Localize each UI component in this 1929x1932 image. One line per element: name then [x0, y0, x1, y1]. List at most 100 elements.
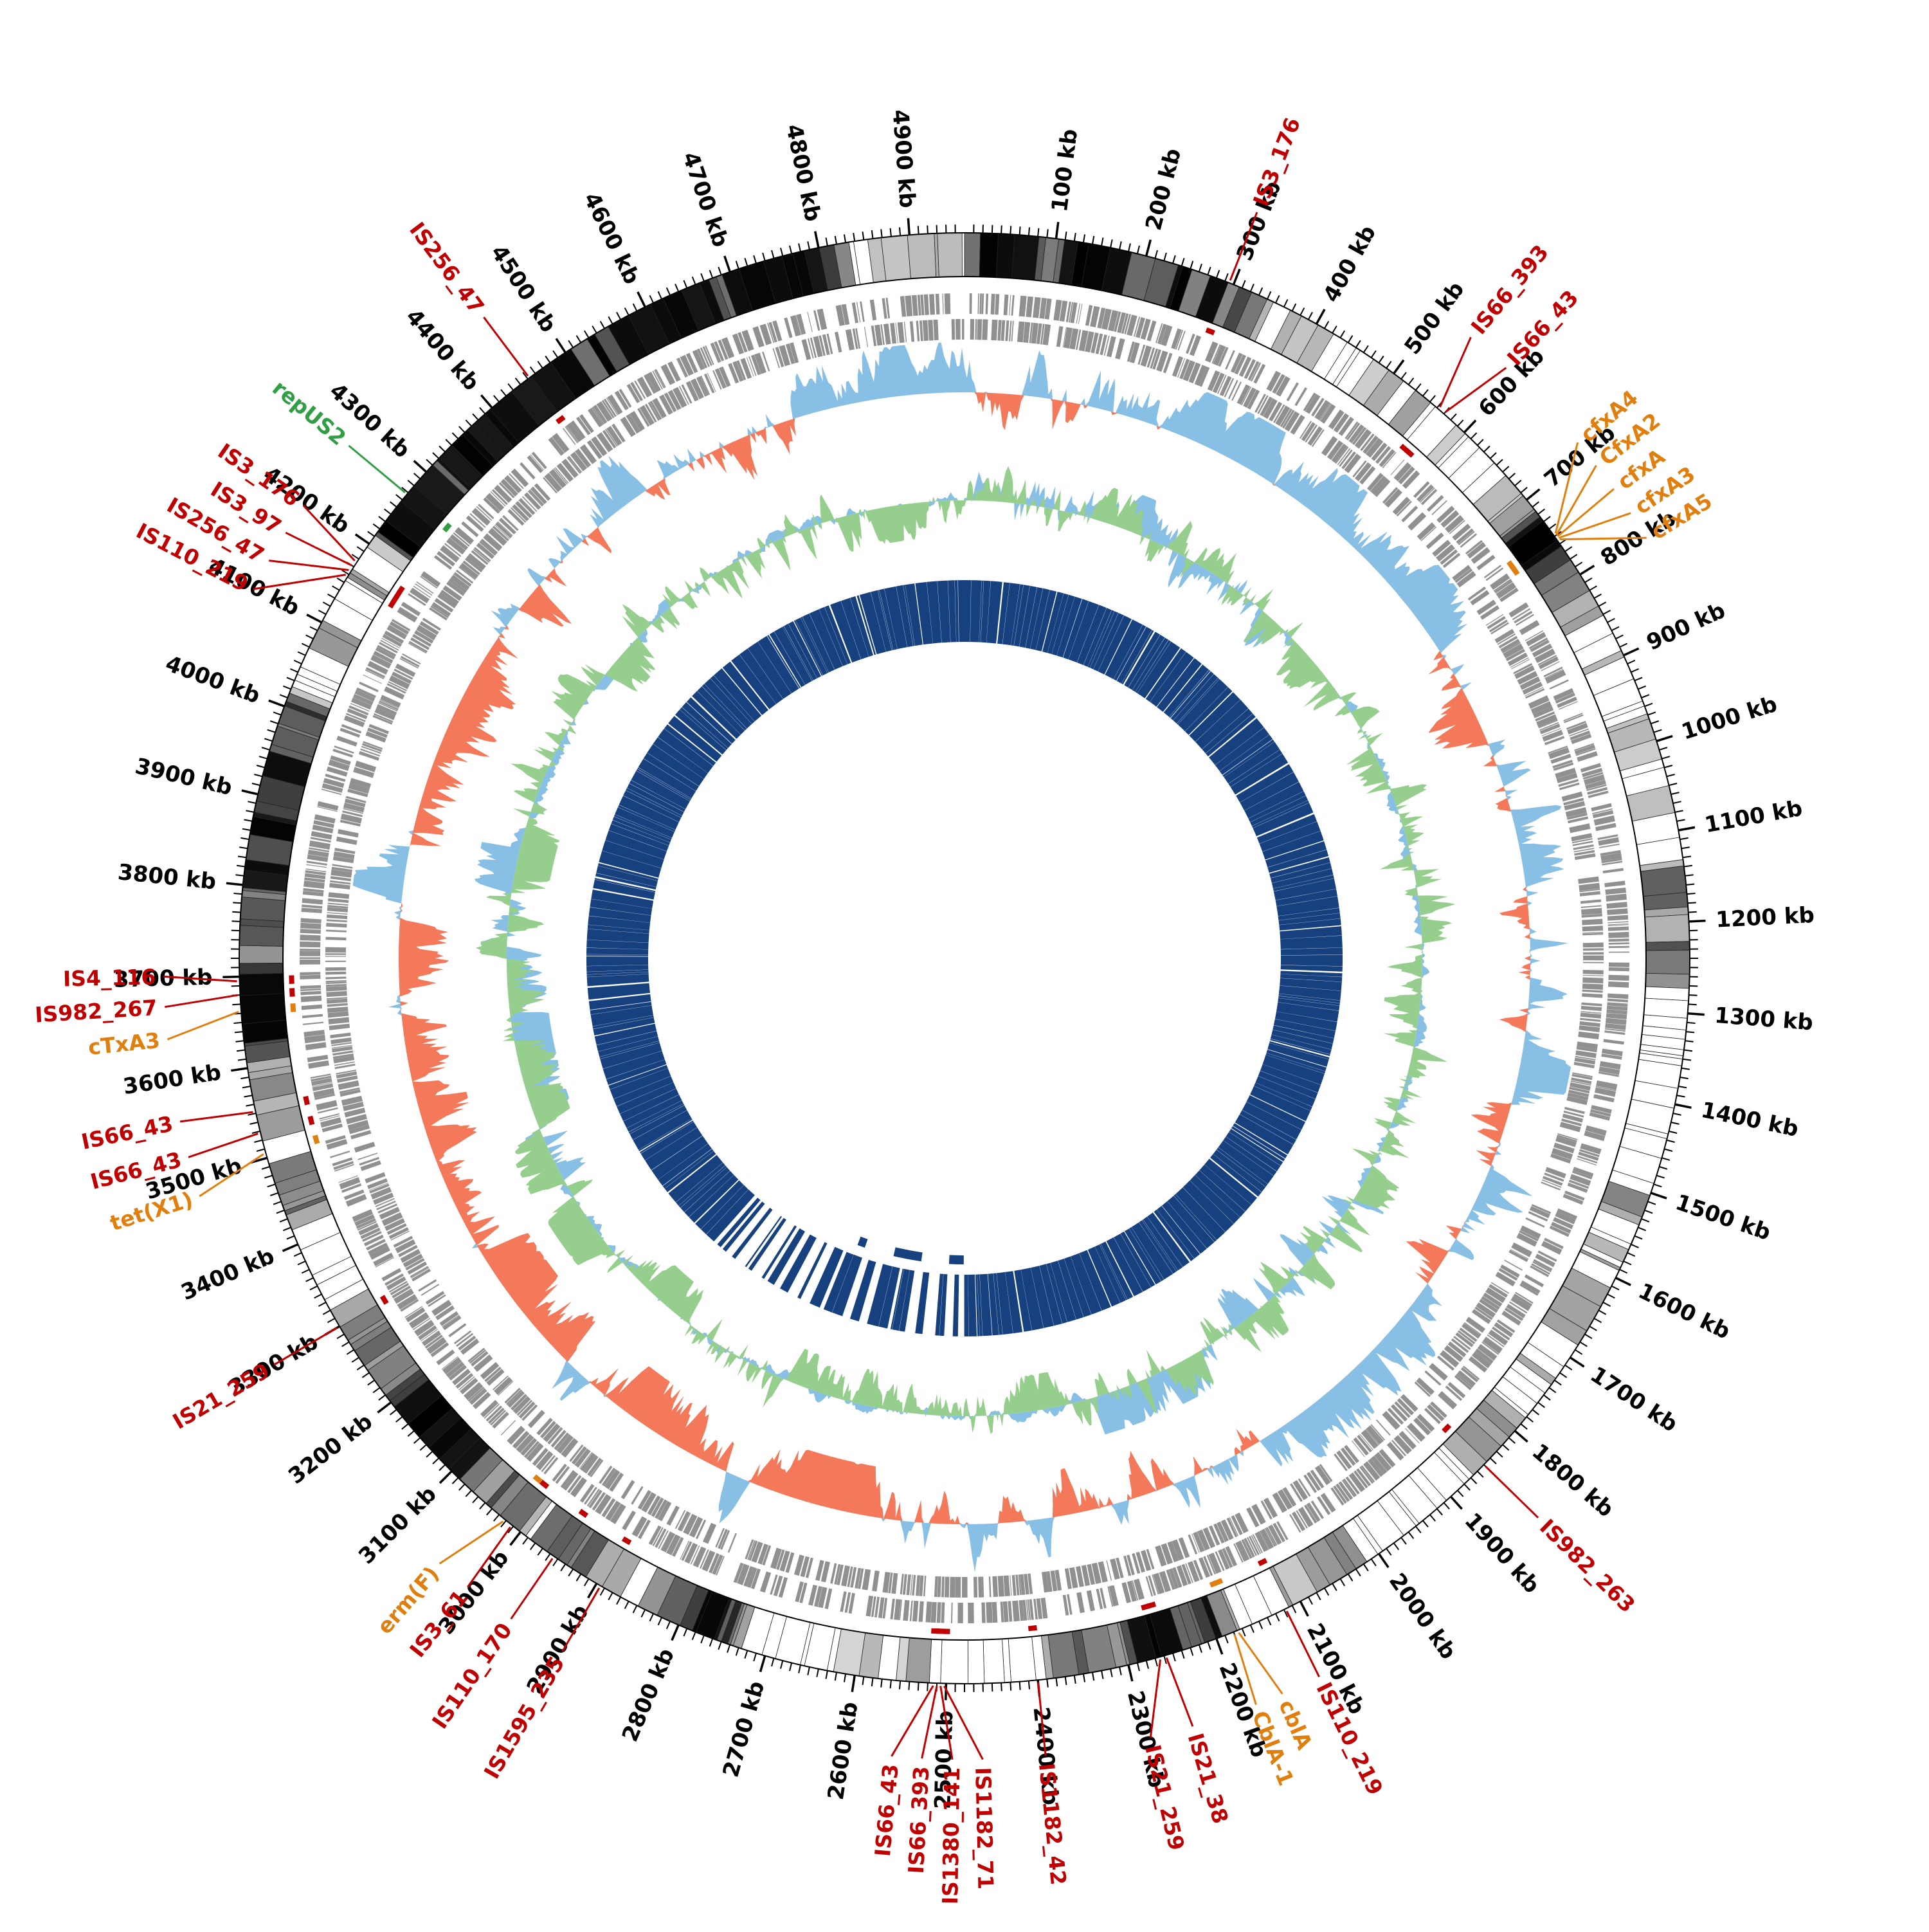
minor-tick	[1300, 308, 1304, 316]
minor-tick	[1394, 1543, 1399, 1550]
minor-tick	[835, 1672, 837, 1681]
cds-feature	[336, 736, 357, 747]
cds-feature	[950, 1577, 955, 1598]
minor-tick	[1490, 453, 1496, 459]
minor-tick	[1532, 502, 1539, 507]
minor-tick	[1580, 1342, 1587, 1347]
minor-tick	[273, 1201, 281, 1204]
annotation-line	[511, 1558, 553, 1619]
cds-feature	[302, 904, 322, 908]
minor-tick	[246, 810, 254, 812]
minor-tick	[1348, 1574, 1353, 1581]
coverage-fragment	[949, 1255, 964, 1264]
minor-tick	[246, 1104, 254, 1106]
major-tick	[1689, 921, 1706, 922]
minor-tick	[1565, 1365, 1572, 1370]
minor-tick	[516, 378, 521, 385]
tick-label: 1200 kb	[1715, 902, 1815, 933]
minor-tick	[1631, 1244, 1639, 1248]
minor-tick	[310, 627, 318, 631]
cds-feature	[1608, 932, 1629, 938]
minor-tick	[459, 426, 465, 432]
cds-feature	[326, 991, 347, 997]
minor-tick	[693, 1632, 696, 1640]
coverage-block	[968, 1275, 977, 1336]
minor-tick	[1654, 1184, 1662, 1187]
cds-feature	[981, 1603, 985, 1623]
minor-tick	[1430, 1515, 1435, 1521]
cds-feature	[870, 300, 877, 321]
cds-feature	[421, 1284, 439, 1296]
cds-feature	[912, 1601, 919, 1622]
minor-tick	[439, 446, 445, 452]
tick-label: 4500 kb	[485, 241, 561, 337]
minor-tick	[1478, 1472, 1483, 1477]
minor-tick	[232, 1004, 240, 1005]
minor-tick	[1409, 1532, 1414, 1538]
minor-tick	[283, 686, 291, 689]
major-tick	[852, 1675, 855, 1692]
minor-tick	[817, 1669, 819, 1677]
cds-feature	[327, 915, 347, 919]
major-tick	[1128, 1665, 1132, 1681]
minor-tick	[718, 1642, 721, 1650]
tick-label: 1300 kb	[1714, 1003, 1814, 1036]
major-tick	[356, 534, 369, 544]
annotation-marker	[534, 1477, 541, 1482]
minor-tick	[1521, 488, 1527, 493]
cds-feature	[962, 319, 964, 340]
minor-tick	[1671, 792, 1680, 794]
minor-tick	[1119, 1667, 1121, 1675]
minor-tick	[1423, 1520, 1428, 1527]
minor-tick	[1598, 602, 1606, 606]
minor-tick	[1585, 578, 1592, 583]
minor-tick	[1689, 1004, 1697, 1005]
cds-feature	[1583, 952, 1604, 954]
minor-tick	[1276, 295, 1280, 303]
cds-feature	[982, 293, 984, 314]
cds-feature	[970, 319, 975, 340]
annotation-marker	[1444, 1425, 1449, 1432]
cds-feature	[300, 923, 321, 929]
minor-tick	[918, 226, 919, 234]
minor-tick	[1325, 1588, 1328, 1595]
cds-feature	[300, 972, 320, 975]
minor-tick	[1684, 1050, 1692, 1052]
minor-tick	[408, 1431, 414, 1437]
cds-feature	[300, 934, 320, 941]
minor-tick	[1611, 1286, 1619, 1290]
minor-tick	[480, 1503, 485, 1509]
contig-block	[983, 1639, 1004, 1683]
minor-tick	[363, 1372, 370, 1377]
minor-tick	[257, 1149, 265, 1152]
major-tick	[1464, 421, 1476, 433]
cds-feature	[992, 1602, 998, 1623]
cds-feature	[1564, 715, 1584, 724]
minor-tick	[1242, 280, 1245, 288]
minor-tick	[314, 1294, 322, 1298]
cds-feature	[864, 327, 868, 347]
minor-tick	[1608, 619, 1615, 623]
annotation-marker	[1210, 1582, 1218, 1585]
annotation-line	[165, 995, 237, 1007]
minor-tick	[650, 1614, 654, 1621]
cds-feature	[1608, 994, 1628, 999]
minor-tick	[1164, 1656, 1166, 1664]
minor-tick	[992, 1683, 993, 1691]
tick-label: 2000 kb	[1384, 1569, 1461, 1664]
contig-block	[968, 1640, 984, 1684]
major-tick	[725, 256, 730, 272]
cds-feature	[957, 1603, 963, 1623]
minor-tick	[772, 250, 774, 259]
minor-tick	[1664, 765, 1672, 768]
minor-tick	[1416, 1526, 1421, 1533]
cds-feature	[955, 319, 961, 340]
minor-tick	[318, 610, 326, 614]
cds-feature	[1580, 1018, 1600, 1022]
minor-tick	[291, 669, 298, 672]
annotation-line	[269, 561, 349, 570]
major-tick	[1300, 1601, 1308, 1616]
minor-tick	[1464, 1484, 1470, 1490]
minor-tick	[231, 986, 240, 987]
contig-block	[906, 1638, 932, 1683]
